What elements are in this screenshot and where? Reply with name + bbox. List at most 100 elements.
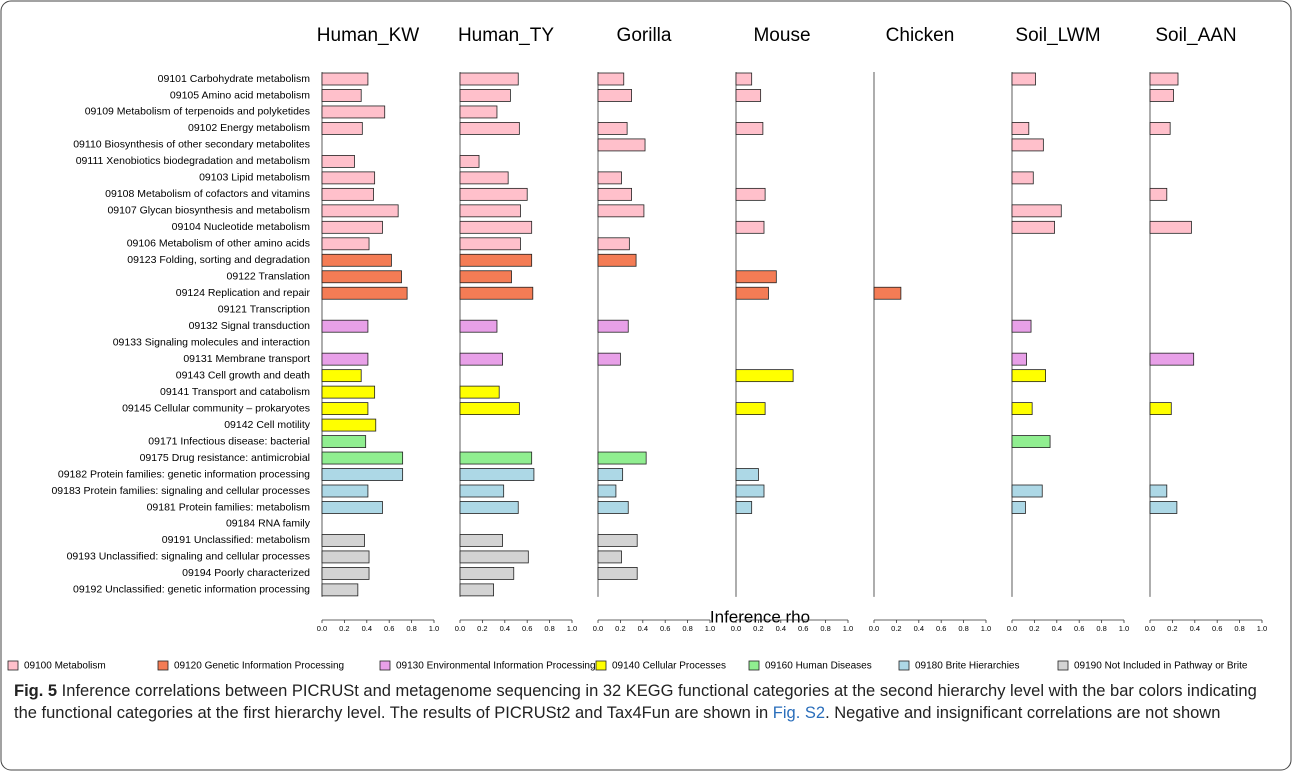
category-label: 09122 Translation — [227, 271, 311, 283]
panel-title: Gorilla — [617, 25, 672, 46]
category-label: 09143 Cell growth and death — [176, 369, 310, 381]
legend-swatch — [595, 660, 607, 671]
bar — [321, 534, 365, 547]
bar — [1011, 484, 1043, 498]
bar — [321, 237, 370, 251]
bar — [1149, 402, 1172, 416]
bar — [459, 468, 535, 481]
bar — [321, 369, 362, 383]
bar — [1149, 89, 1174, 102]
bar — [459, 89, 511, 102]
bar — [1011, 501, 1026, 514]
category-label: 09124 Replication and repair — [176, 287, 311, 299]
x-tick-label: 0.8 — [958, 624, 968, 633]
category-label: 09184 RNA family — [226, 518, 311, 530]
bar — [597, 319, 629, 333]
x-tick-label: 0.2 — [753, 624, 763, 633]
x-tick-label: 1.0 — [843, 624, 853, 633]
bar — [459, 237, 521, 251]
bar — [597, 550, 622, 564]
category-label: 09107 Glycan biosynthesis and metabolism — [107, 205, 310, 217]
x-tick-label: 0.8 — [682, 624, 692, 633]
x-tick-label: 0.2 — [1167, 624, 1177, 633]
category-label: 09106 Metabolism of other amino acids — [127, 238, 310, 250]
bar — [459, 451, 533, 465]
x-tick-label: 0.2 — [339, 624, 349, 633]
bar — [597, 468, 624, 481]
category-label: 09175 Drug resistance: antimicrobial — [140, 452, 310, 464]
x-tick-label: 0.0 — [1007, 624, 1017, 633]
x-tick-label: 0.4 — [914, 624, 924, 633]
category-label: 09131 Membrane transport — [183, 353, 310, 365]
x-tick-label: 0.4 — [1190, 624, 1200, 633]
legend-label: 09160 Human Diseases — [765, 661, 872, 672]
bar — [597, 451, 647, 465]
bar — [321, 154, 355, 168]
panel-title: Human_KW — [317, 25, 419, 46]
bar — [459, 253, 533, 267]
caption: Fig. 5 Inference correlations between PI… — [14, 680, 1282, 724]
category-label: 09103 Lipid metabolism — [199, 172, 310, 184]
bar — [597, 122, 628, 135]
bar — [735, 369, 794, 383]
x-tick-label: 0.8 — [1096, 624, 1106, 633]
bar — [321, 171, 376, 185]
legend-swatch — [898, 660, 910, 671]
bar — [735, 187, 766, 201]
bar — [1149, 220, 1192, 234]
bar — [735, 270, 777, 284]
caption-link[interactable]: Fig. S2 — [772, 704, 826, 722]
bar — [1011, 369, 1046, 383]
caption-text-end: . Negative and insignificant correlation… — [825, 704, 1221, 722]
x-tick-label: 0.0 — [731, 624, 741, 633]
bar — [459, 270, 512, 284]
x-tick-label: 0.2 — [615, 624, 625, 633]
bar — [459, 187, 528, 201]
bar — [321, 385, 376, 399]
bar — [459, 501, 519, 514]
bar — [321, 270, 402, 284]
x-tick-label: 0.4 — [500, 624, 510, 633]
category-label: 09193 Unclassified: signaling and cellul… — [67, 551, 310, 563]
x-tick-label: 0.8 — [1234, 624, 1244, 633]
x-tick-label: 0.0 — [869, 624, 879, 633]
x-tick-label: 0.4 — [1052, 624, 1062, 633]
bar — [321, 418, 377, 432]
bar — [321, 583, 359, 597]
bar — [321, 484, 369, 498]
bar — [735, 286, 769, 300]
bar — [597, 89, 632, 102]
caption-label: Fig. 5 — [14, 682, 58, 700]
bar — [735, 89, 762, 102]
bar — [459, 534, 503, 547]
x-tick-label: 0.6 — [798, 624, 808, 633]
bar — [459, 402, 520, 416]
legend-label: 09100 Metabolism — [24, 661, 106, 672]
x-tick-label: 1.0 — [429, 624, 439, 633]
category-label: 09105 Amino acid metabolism — [170, 89, 310, 101]
x-tick-label: 0.2 — [1029, 624, 1039, 633]
bar — [597, 204, 645, 218]
bar — [735, 501, 753, 514]
bar — [1011, 204, 1062, 218]
category-label: 09145 Cellular community – prokaryotes — [122, 402, 310, 414]
bar — [459, 171, 509, 185]
bar — [1011, 435, 1051, 448]
category-label: 09101 Carbohydrate metabolism — [158, 73, 311, 85]
x-tick-label: 0.0 — [593, 624, 603, 633]
category-label: 09194 Poorly characterized — [182, 567, 310, 579]
bar — [735, 468, 759, 481]
bar — [321, 319, 369, 333]
x-tick-label: 0.6 — [936, 624, 946, 633]
bar — [459, 154, 480, 168]
category-label: 09110 Biosynthesis of other secondary me… — [73, 139, 310, 151]
x-tick-label: 0.6 — [522, 624, 532, 633]
x-tick-label: 0.6 — [1074, 624, 1084, 633]
x-tick-label: 1.0 — [1119, 624, 1129, 633]
bar — [597, 138, 646, 152]
legend-label: 09120 Genetic Information Processing — [174, 661, 344, 672]
category-label: 09191 Unclassified: metabolism — [162, 534, 310, 546]
legend-swatch — [748, 660, 760, 671]
